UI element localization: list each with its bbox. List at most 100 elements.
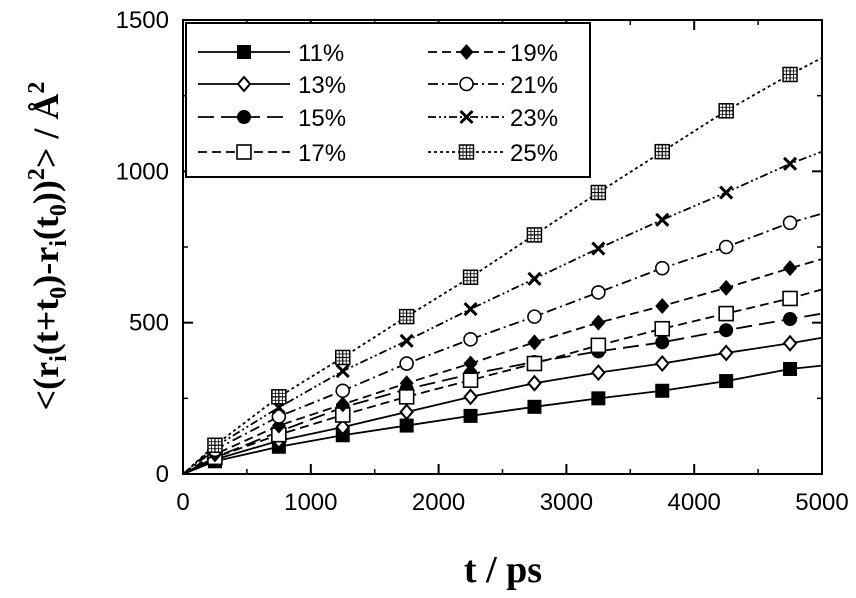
legend-marker xyxy=(459,44,474,60)
y-tick-label: 1000 xyxy=(116,158,169,185)
data-point xyxy=(527,399,542,414)
series-line xyxy=(182,336,823,475)
x-tick-label: 2000 xyxy=(412,489,465,516)
data-point xyxy=(591,364,606,382)
data-point xyxy=(719,323,734,338)
data-point xyxy=(591,241,606,256)
data-point xyxy=(527,271,542,286)
data-point xyxy=(399,403,414,421)
legend-entry: 21% xyxy=(428,72,558,99)
data-point xyxy=(271,409,287,424)
data-point xyxy=(271,389,287,405)
data-point xyxy=(463,408,478,423)
data-point xyxy=(462,269,479,286)
data-point xyxy=(654,260,670,276)
data-point xyxy=(526,227,543,243)
series-line xyxy=(182,212,823,475)
data-point xyxy=(335,364,350,379)
x-tick-label: 4000 xyxy=(668,489,721,516)
data-point xyxy=(782,215,798,231)
data-point xyxy=(463,355,478,372)
data-point xyxy=(462,372,479,388)
legend-box xyxy=(185,22,591,178)
data-point xyxy=(654,320,671,337)
data-point xyxy=(655,212,670,227)
legend-entry: 11% xyxy=(198,40,344,67)
y-tick-label: 1500 xyxy=(116,7,169,34)
data-point xyxy=(782,334,798,352)
data-point xyxy=(719,185,734,200)
data-point xyxy=(527,374,542,392)
legend-label: 13% xyxy=(298,72,346,99)
legend-marker xyxy=(237,110,251,124)
data-point xyxy=(526,355,543,372)
y-axis-title: <(ri(t+t0)-ri(t0))2> / Å2 xyxy=(24,82,72,411)
data-point xyxy=(591,285,606,300)
data-point xyxy=(590,337,607,354)
legend-marker xyxy=(236,75,252,93)
legend-entry: 17% xyxy=(198,140,346,167)
x-tick-label: 1000 xyxy=(284,489,337,516)
data-point xyxy=(654,143,670,160)
legend-entry: 25% xyxy=(428,140,558,167)
data-point xyxy=(654,354,670,373)
data-point xyxy=(782,66,798,83)
legend-label: 23% xyxy=(510,105,558,132)
legend-entry: 19% xyxy=(428,40,558,67)
data-point xyxy=(590,184,607,201)
data-point xyxy=(335,396,350,413)
data-point xyxy=(399,333,414,348)
y-tick-label: 500 xyxy=(129,310,169,337)
data-point xyxy=(718,239,734,255)
series-line xyxy=(182,258,823,475)
data-point xyxy=(463,301,478,317)
data-point xyxy=(335,418,351,436)
series-23pct xyxy=(182,150,823,475)
data-point xyxy=(655,298,670,315)
y-tick-label: 0 xyxy=(156,461,169,488)
data-point xyxy=(399,418,414,433)
data-point xyxy=(718,344,734,362)
legend-marker xyxy=(459,109,474,125)
legend-marker xyxy=(236,144,252,160)
legend-marker xyxy=(237,45,251,59)
data-point xyxy=(527,309,542,324)
data-point xyxy=(398,308,415,325)
data-point xyxy=(399,356,414,371)
x-tick-label: 0 xyxy=(176,489,189,516)
data-point xyxy=(783,312,798,327)
data-point xyxy=(718,103,734,119)
data-point xyxy=(655,383,670,398)
legend-entry: 15% xyxy=(198,105,346,132)
data-point xyxy=(398,389,415,405)
data-point xyxy=(207,437,223,453)
x-axis-title: t / ps xyxy=(464,549,542,591)
data-point xyxy=(591,391,606,406)
data-point xyxy=(463,332,478,347)
x-tick-label: 3000 xyxy=(540,489,593,516)
data-point xyxy=(719,279,734,296)
data-point xyxy=(463,388,478,406)
legend-label: 15% xyxy=(298,105,346,132)
data-point xyxy=(782,290,798,307)
data-point xyxy=(335,349,351,366)
data-point xyxy=(719,374,734,389)
legend-label: 21% xyxy=(510,72,558,99)
x-tick-label: 5000 xyxy=(795,489,848,516)
series-line xyxy=(182,57,823,475)
data-point xyxy=(591,314,606,331)
series-25pct xyxy=(182,57,823,475)
series-line xyxy=(182,364,823,475)
data-point xyxy=(655,335,670,350)
legend-marker xyxy=(459,76,474,92)
series-line xyxy=(182,288,823,475)
data-point xyxy=(783,260,798,277)
data-point xyxy=(782,156,798,171)
legend-entry: 13% xyxy=(198,72,346,99)
series-21pct xyxy=(182,212,823,475)
series-17pct xyxy=(182,288,823,475)
legend-label: 17% xyxy=(298,140,346,167)
legend-label: 19% xyxy=(510,40,558,67)
data-point xyxy=(335,383,351,399)
data-point xyxy=(783,361,798,376)
